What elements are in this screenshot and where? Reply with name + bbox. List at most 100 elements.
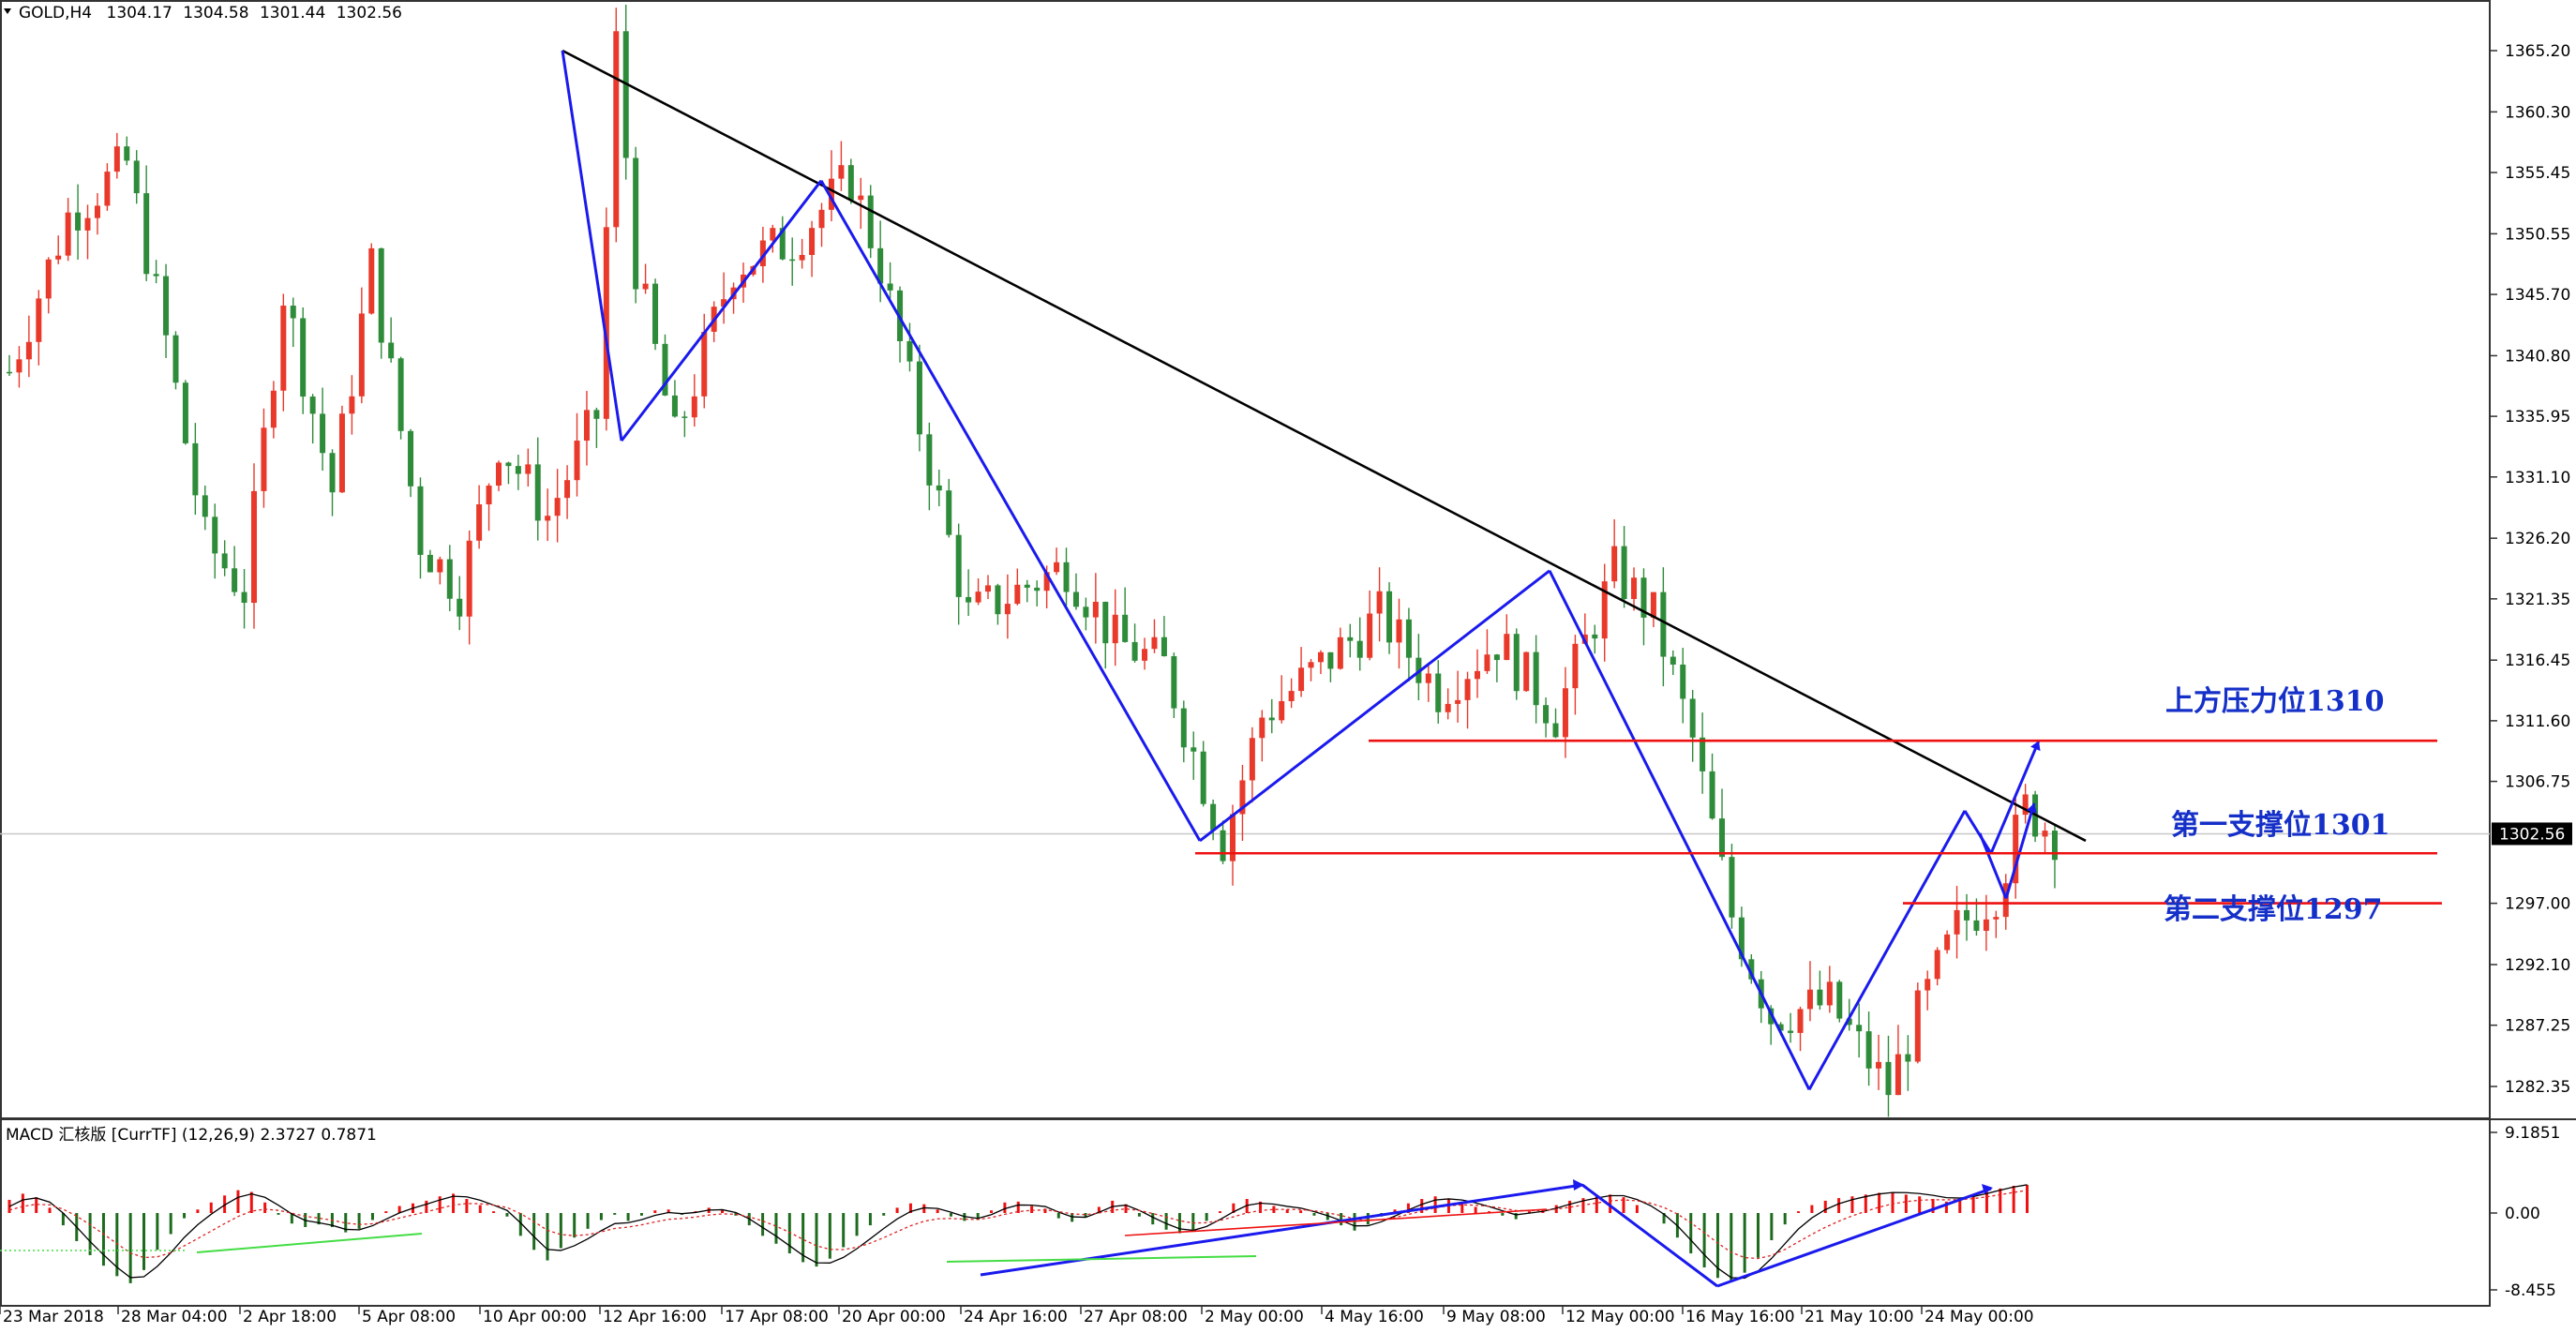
candle-body: [1092, 601, 1099, 618]
high-value: 1304.58: [183, 4, 248, 22]
candle-body: [1475, 670, 1480, 680]
symbol-label: GOLD,H4: [19, 4, 92, 22]
candle-body: [995, 585, 1001, 615]
candle-body: [1151, 637, 1158, 650]
candle-body: [1777, 1024, 1784, 1031]
candle-body: [1043, 572, 1050, 592]
time-tick-label: 9 May 08:00: [1446, 1308, 1546, 1326]
candle-body: [1180, 708, 1187, 748]
price-tick-label: 1365.20: [2505, 42, 2570, 61]
candle-body: [847, 165, 854, 201]
candle-body: [2042, 831, 2048, 837]
candle-body: [1601, 581, 1608, 639]
candle-body: [1631, 577, 1638, 600]
candle-body: [1083, 607, 1089, 618]
candle-body: [309, 397, 316, 414]
candle-body: [1072, 592, 1079, 607]
candle-body: [1337, 637, 1343, 669]
candle-body: [1621, 546, 1627, 600]
price-tick-label: 1345.70: [2505, 286, 2570, 305]
trend-layer: [561, 49, 2442, 1091]
candle-body: [1983, 919, 1989, 931]
candle-body: [1405, 619, 1412, 658]
zigzag-segment: [620, 179, 823, 442]
candle-body: [642, 283, 649, 290]
candle-body: [1944, 934, 1951, 951]
candle-body: [1680, 664, 1686, 699]
candle-body: [1054, 562, 1060, 573]
candle-body: [701, 331, 708, 397]
price-tick-label: 1297.00: [2505, 895, 2570, 914]
candle-body: [1513, 634, 1520, 692]
candle-body: [1279, 700, 1285, 721]
red-divergence-line: [1124, 1208, 1548, 1236]
current-price-box: [2492, 822, 2572, 846]
price-tick-label: 1287.25: [2505, 1017, 2570, 1036]
candle-body: [574, 441, 580, 481]
candle-body: [828, 178, 834, 210]
candle-body: [338, 413, 345, 493]
macd-indicator-label: MACD 汇核版 [CurrTF] (12,26,9) 2.3727 0.787…: [6, 1126, 377, 1145]
candle-body: [1934, 950, 1940, 980]
price-tick-label: 1292.10: [2505, 956, 2570, 975]
candle-body: [1386, 591, 1393, 643]
candle-body: [721, 299, 727, 307]
candle-body: [867, 195, 874, 248]
candle-body: [1425, 673, 1431, 683]
price-tick-label: 1306.75: [2505, 773, 2570, 792]
time-tick-label: 12 May 00:00: [1565, 1308, 1675, 1326]
time-tick-label: 24 May 00:00: [1925, 1308, 2034, 1326]
candle-body: [320, 413, 326, 454]
time-tick-label: 10 Apr 00:00: [483, 1308, 587, 1326]
candle-body: [16, 359, 22, 373]
candle-body: [809, 228, 816, 255]
candle-body: [534, 464, 541, 521]
candle-body: [1220, 830, 1226, 861]
candle-body: [1993, 917, 1999, 920]
candle-body: [358, 313, 365, 397]
candle-body: [564, 480, 571, 499]
candle-body: [1455, 699, 1461, 704]
candle-body: [486, 486, 492, 504]
level-annotation: 上方压力位1310: [2165, 685, 2385, 718]
candle-body: [1543, 705, 1550, 724]
divergence-arrow-1-icon: [1573, 1179, 1584, 1191]
candle-body: [397, 358, 404, 431]
candle-body: [1719, 818, 1725, 858]
time-tick-label: 2 Apr 18:00: [243, 1308, 337, 1326]
candle-body: [1131, 641, 1138, 661]
candle-body: [104, 172, 111, 206]
green-divergence-line: [196, 1233, 423, 1253]
candle-body: [2022, 794, 2029, 816]
candle-body: [1396, 619, 1402, 643]
level-annotation: 第一支撑位1301: [2171, 809, 2390, 842]
candle-body: [1210, 803, 1217, 831]
candle-body: [65, 212, 71, 256]
candle-body: [662, 343, 668, 396]
candle-body: [417, 486, 424, 555]
candle-body: [975, 592, 981, 603]
candle-body: [1249, 738, 1255, 781]
macd-tick-label: -8.455: [2505, 1281, 2556, 1300]
time-tick-label: 24 Apr 16:00: [964, 1308, 1068, 1326]
candle-body: [1024, 584, 1030, 588]
candle-body: [1317, 652, 1324, 663]
candle-body: [2002, 883, 2009, 918]
time-tick-label: 20 Apr 00:00: [842, 1308, 946, 1326]
price-tick-label: 1282.35: [2505, 1078, 2570, 1097]
candle-body: [1856, 1025, 1863, 1032]
candle-body: [1259, 717, 1266, 739]
zigzag-segment: [1807, 810, 1967, 1091]
candle-body: [1493, 654, 1500, 661]
candle-body: [1670, 656, 1676, 665]
price-tick-label: 1316.45: [2505, 652, 2570, 670]
symbol-dropdown-icon[interactable]: [4, 8, 11, 14]
candle-body: [916, 361, 922, 435]
candle-body: [789, 259, 796, 262]
candle-body: [113, 146, 120, 172]
candle-body: [221, 553, 228, 569]
candle-body: [583, 410, 590, 442]
candle-body: [1327, 652, 1334, 669]
candle-body: [55, 255, 62, 260]
